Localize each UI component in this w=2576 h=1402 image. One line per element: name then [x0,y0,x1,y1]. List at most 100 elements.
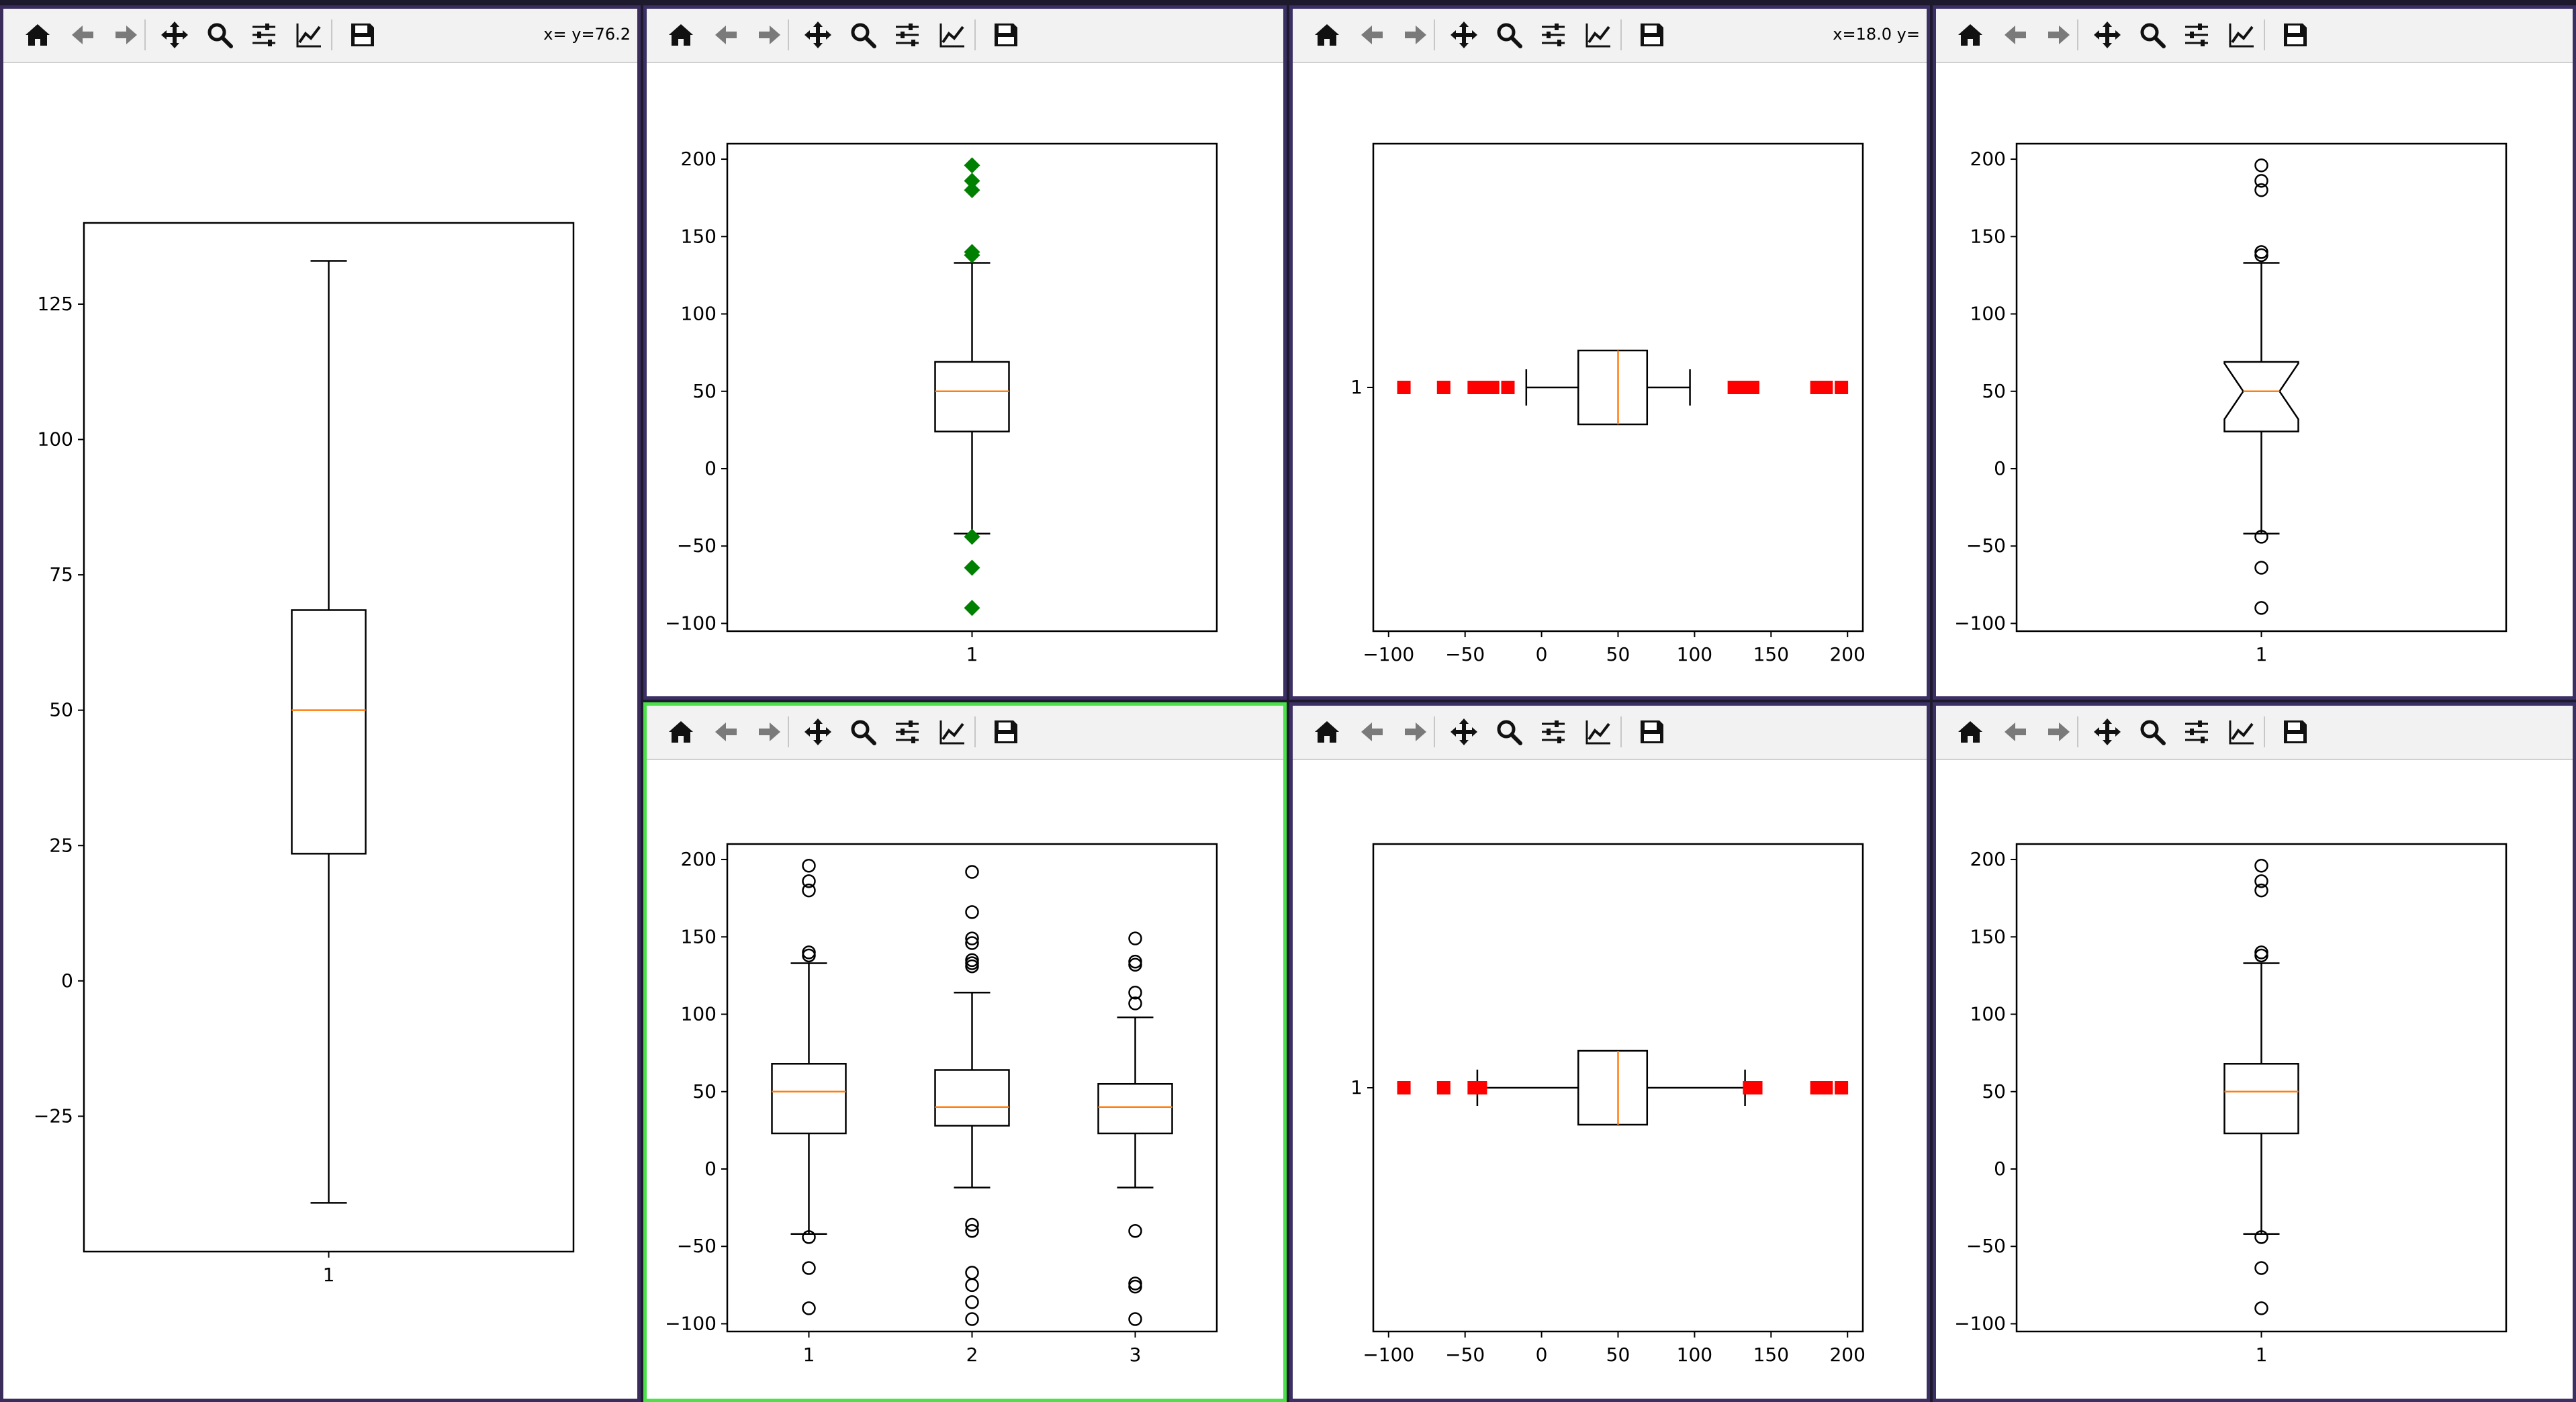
figure-window-boxplot-horizontal-full-whisker[interactable]: −100 −50 0 50 100 150 200 1 [1289,702,1930,1402]
x-tick-label: 100 [1677,1344,1712,1366]
flier-point [1485,381,1500,394]
navigation-toolbar [3,9,637,63]
save-floppy-button[interactable] [1635,18,1669,52]
box-notched [2223,361,2299,432]
back-arrow-icon [2005,722,2026,741]
plot-canvas[interactable]: −100 −50 0 50 100 150 200 1 [1293,760,1927,1399]
pan-move-button[interactable] [801,715,835,749]
flier-point [2254,183,2268,197]
subplots-sliders-button[interactable] [2180,715,2213,749]
zoom-magnifier-button[interactable] [2135,715,2169,749]
subplots-sliders-icon [1542,720,1565,743]
subplots-sliders-icon [896,720,919,743]
home-button[interactable] [664,18,698,52]
flier-point [1745,381,1759,394]
navigation-toolbar [647,706,1283,760]
chart-3: −100 −50 0 50 100 150 200 1 [1954,142,2508,665]
figure-window-boxplot-green-fliers[interactable]: −100 −50 0 50 100 150 200 1 [643,5,1287,700]
pan-move-button[interactable] [158,18,191,52]
home-button[interactable] [1310,18,1344,52]
flier-point [965,1217,979,1232]
plot-canvas[interactable]: −100 −50 0 50 100 150 200 1 [647,63,1283,697]
save-floppy-icon [2284,24,2307,46]
save-floppy-button[interactable] [989,18,1023,52]
plot-canvas[interactable]: −100 −50 0 50 100 150 200 1 [1936,63,2573,697]
plot-canvas[interactable]: −100 −50 0 50 100 150 200 1 2 3 [647,760,1283,1399]
subplots-sliders-button[interactable] [247,18,281,52]
flier-point [1128,931,1142,945]
plot-canvas[interactable]: −100 −50 0 50 100 150 200 1 [1293,63,1927,697]
subplots-sliders-button[interactable] [890,18,924,52]
back-arrow-icon [1361,26,1383,44]
zoom-magnifier-button[interactable] [846,18,880,52]
home-button[interactable] [1953,18,1987,52]
back-arrow-button[interactable] [1355,18,1389,52]
toolbar-separator [2264,19,2265,50]
back-arrow-button[interactable] [709,18,743,52]
home-button[interactable] [21,18,54,52]
box [1097,1082,1173,1135]
flier-point [1436,1081,1451,1094]
forward-arrow-button[interactable] [1399,18,1432,52]
zoom-magnifier-button[interactable] [2135,18,2169,52]
home-button[interactable] [664,715,698,749]
edit-curves-button[interactable] [2225,18,2258,52]
back-arrow-button[interactable] [1998,18,2032,52]
save-floppy-button[interactable] [1635,715,1669,749]
box [2223,1063,2299,1135]
save-floppy-button[interactable] [989,715,1023,749]
save-floppy-button[interactable] [2279,18,2312,52]
home-button[interactable] [1953,715,1987,749]
edit-curves-button[interactable] [1581,715,1615,749]
forward-arrow-button[interactable] [1399,715,1432,749]
pan-move-button[interactable] [801,18,835,52]
edit-curves-button[interactable] [935,715,969,749]
save-floppy-button[interactable] [2279,715,2312,749]
subplots-sliders-button[interactable] [1536,18,1570,52]
figure-window-boxplot-circle-fliers[interactable]: −100 −50 0 50 100 150 200 1 [1933,702,2576,1402]
edit-curves-button[interactable] [2225,715,2258,749]
back-arrow-button[interactable] [709,715,743,749]
back-arrow-button[interactable] [1355,715,1389,749]
home-button[interactable] [1310,715,1344,749]
pan-move-button[interactable] [1447,18,1481,52]
subplots-sliders-button[interactable] [1536,715,1570,749]
plot-canvas[interactable]: −25 0 25 50 75 100 125 1 [3,63,637,1399]
edit-curves-button[interactable] [1581,18,1615,52]
forward-arrow-icon [1405,26,1426,44]
zoom-magnifier-icon [2140,720,2166,745]
subplots-sliders-button[interactable] [2180,18,2213,52]
edit-curves-button[interactable] [935,18,969,52]
zoom-magnifier-icon [208,23,233,48]
zoom-magnifier-button[interactable] [203,18,236,52]
forward-arrow-button[interactable] [2042,715,2076,749]
figure-window-boxplot-basic[interactable]: x= y=76.2 −25 0 25 50 75 100 125 1 [0,5,641,1402]
forward-arrow-icon [2048,26,2070,44]
chart-6: −100 −50 0 50 100 150 200 1 [1954,843,2508,1366]
back-arrow-button[interactable] [1998,715,2032,749]
forward-arrow-button[interactable] [753,715,786,749]
forward-arrow-button[interactable] [109,18,143,52]
forward-arrow-button[interactable] [2042,18,2076,52]
zoom-magnifier-button[interactable] [1492,18,1526,52]
forward-arrow-button[interactable] [753,18,786,52]
plot-canvas[interactable]: −100 −50 0 50 100 150 200 1 [1936,760,2573,1399]
back-arrow-button[interactable] [66,18,99,52]
box [771,1063,847,1135]
pan-move-button[interactable] [1447,715,1481,749]
figure-window-boxplot-three-series[interactable]: −100 −50 0 50 100 150 200 1 2 3 [643,702,1287,1402]
edit-curves-icon [2229,720,2254,745]
x-tick-label: 1 [323,1264,335,1286]
save-floppy-button[interactable] [346,18,379,52]
x-tick-label: 0 [1536,643,1548,665]
figure-window-boxplot-horizontal-red-fliers[interactable]: x=18.0 y= −100 −50 0 50 100 150 200 1 [1289,5,1930,700]
zoom-magnifier-button[interactable] [1492,715,1526,749]
figure-window-boxplot-notched[interactable]: −100 −50 0 50 100 150 200 1 [1933,5,2576,700]
edit-curves-button[interactable] [292,18,326,52]
pan-move-button[interactable] [2090,18,2124,52]
pan-move-button[interactable] [2090,715,2124,749]
y-tick-label: 100 [38,428,73,451]
subplots-sliders-button[interactable] [890,715,924,749]
cursor-coordinates-readout: x=18.0 y= [1833,25,1920,44]
zoom-magnifier-button[interactable] [846,715,880,749]
